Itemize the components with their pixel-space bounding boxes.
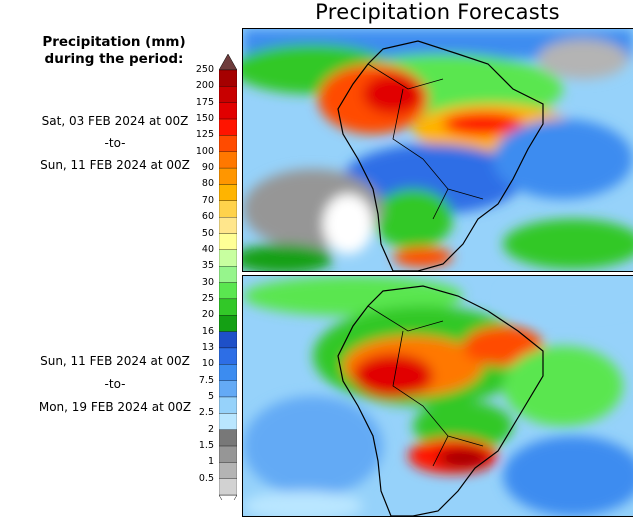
colorbar-segment xyxy=(219,298,237,316)
colorbar-tick-label: 35 xyxy=(201,260,214,272)
colorbar-top-arrow xyxy=(219,53,237,71)
colorbar xyxy=(219,53,237,500)
colorbar-tick-label: 90 xyxy=(201,162,214,174)
colorbar-tick-label: 25 xyxy=(201,292,214,304)
borders-1 xyxy=(367,63,484,220)
colorbar-segment xyxy=(219,462,237,479)
colorbar-segment xyxy=(219,445,237,463)
coastline-1 xyxy=(337,40,544,271)
period-2-start: Sun, 11 FEB 2024 at 00Z xyxy=(40,354,190,368)
colorbar-tick-label: 80 xyxy=(201,178,214,190)
legend-title-line1: Precipitation (mm) xyxy=(42,34,186,50)
colorbar-tick-label: 60 xyxy=(201,211,214,223)
page-title: Precipitation Forecasts xyxy=(315,0,560,24)
colorbar-tick-label: 40 xyxy=(201,243,214,255)
colorbar-tick-label: 0.5 xyxy=(198,472,214,484)
forecast-map-panel-1 xyxy=(242,28,633,272)
colorbar-segment xyxy=(219,69,237,87)
colorbar-segment xyxy=(219,282,237,300)
colorbar-segment xyxy=(219,266,237,283)
period-1-start: Sat, 03 FEB 2024 at 00Z xyxy=(41,114,189,128)
colorbar-bottom-arrow xyxy=(219,494,237,500)
colorbar-segment xyxy=(219,478,237,496)
forecast-map-panel-2 xyxy=(242,275,633,517)
colorbar-tick-label: 2 xyxy=(207,423,214,435)
colorbar-tick-label: 50 xyxy=(201,227,214,239)
legend-title-line2: during the period: xyxy=(44,51,184,67)
colorbar-tick-label: 1 xyxy=(207,456,214,468)
colorbar-segment xyxy=(219,200,237,218)
colorbar-tick-label: 2.5 xyxy=(198,407,214,419)
period-1-sep: -to- xyxy=(104,136,126,150)
colorbar-segment xyxy=(219,86,237,103)
legend-title: Precipitation (mm) during the period: xyxy=(28,34,200,68)
colorbar-tick-label: 5 xyxy=(207,391,214,402)
colorbar-segment xyxy=(219,429,237,447)
colorbar-segment xyxy=(219,380,237,398)
period-1-end: Sun, 11 FEB 2024 at 00Z xyxy=(40,158,190,172)
colorbar-tick-label: 13 xyxy=(201,341,214,353)
period-2-sep: -to- xyxy=(104,377,126,391)
colorbar-segment xyxy=(219,151,237,169)
precip-field-2 xyxy=(243,276,633,516)
colorbar-segment xyxy=(219,216,237,234)
colorbar-tick-label: 125 xyxy=(195,129,214,141)
colorbar-segment xyxy=(219,249,237,267)
colorbar-tick-label: 100 xyxy=(195,145,214,157)
coastline-2 xyxy=(337,285,544,516)
colorbar-tick-label: 200 xyxy=(195,80,214,92)
colorbar-segment xyxy=(219,396,237,414)
colorbar-segment xyxy=(219,347,237,365)
colorbar-segment xyxy=(219,167,237,185)
colorbar-segment xyxy=(219,135,237,152)
colorbar-segment xyxy=(219,233,237,251)
colorbar-segment xyxy=(219,331,237,349)
period-2-end: Mon, 19 FEB 2024 at 00Z xyxy=(38,400,192,414)
colorbar-segment xyxy=(219,102,237,120)
colorbar-segment xyxy=(219,315,237,332)
borders-2 xyxy=(367,305,484,467)
colorbar-segment xyxy=(219,184,237,201)
colorbar-tick-label: 7.5 xyxy=(198,374,214,386)
colorbar-segment xyxy=(219,118,237,136)
colorbar-tick-label: 1.5 xyxy=(198,440,214,452)
colorbar-tick-label: 10 xyxy=(201,358,214,370)
colorbar-tick-label: 30 xyxy=(201,276,214,288)
colorbar-segment xyxy=(219,413,237,430)
colorbar-tick-label: 70 xyxy=(201,194,214,206)
colorbar-tick-label: 16 xyxy=(201,325,214,337)
colorbar-tick-label: 175 xyxy=(195,96,214,108)
colorbar-tick-label: 20 xyxy=(201,309,214,321)
colorbar-tick-label: 250 xyxy=(195,64,214,75)
colorbar-segment xyxy=(219,364,237,381)
colorbar-tick-label: 150 xyxy=(195,113,214,125)
